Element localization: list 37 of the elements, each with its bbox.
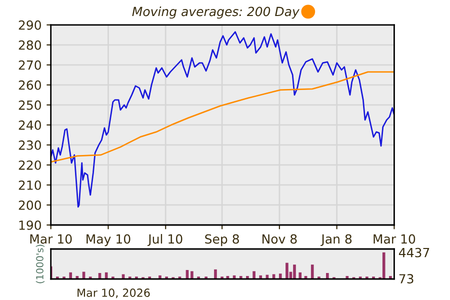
x-tick-label: Sep 8 (205, 234, 239, 246)
bar (310, 264, 314, 279)
y-axis-title: (1000's) (36, 244, 45, 284)
bar (382, 252, 386, 279)
y-tick-label: 290 (18, 20, 41, 30)
bar (214, 269, 217, 279)
y-tick-label: 200 (18, 200, 41, 210)
legend-label: Moving averages: 200 Day (132, 6, 300, 19)
y-tick-label: 73 (399, 274, 414, 284)
bar (252, 271, 256, 279)
y-tick-label: 270 (18, 60, 41, 70)
bar (298, 272, 302, 279)
x-tick-label: Mar 10 (374, 234, 416, 244)
bar (326, 273, 329, 279)
y-tick-label: 260 (18, 80, 41, 90)
y-tick-label: 220 (18, 160, 41, 170)
x-tick-label: Jan 8 (320, 234, 352, 246)
y-tick-label: 4437 (398, 248, 430, 258)
x-tick-label: May 10 (86, 234, 130, 246)
x-tick-label: Jul 10 (147, 234, 182, 246)
y-tick-label: 210 (18, 180, 41, 190)
y-tick-label: 190 (19, 220, 41, 230)
bar (278, 274, 282, 279)
y-tick-label: 250 (18, 100, 41, 110)
bar (293, 264, 296, 279)
bar (286, 262, 288, 279)
y-tick-label: 280 (18, 40, 41, 50)
y-tick-label: 230 (18, 140, 41, 150)
x-tick-label: Mar 10 (30, 234, 72, 244)
text: Mar 10, 2026 (78, 288, 150, 298)
line-series (50, 71, 394, 163)
line-series (50, 31, 394, 208)
x-tick-label: Nov 8 (262, 234, 297, 244)
bar (104, 272, 108, 279)
bar (69, 272, 72, 279)
bar (190, 271, 194, 279)
y-tick-label: 240 (18, 120, 41, 130)
